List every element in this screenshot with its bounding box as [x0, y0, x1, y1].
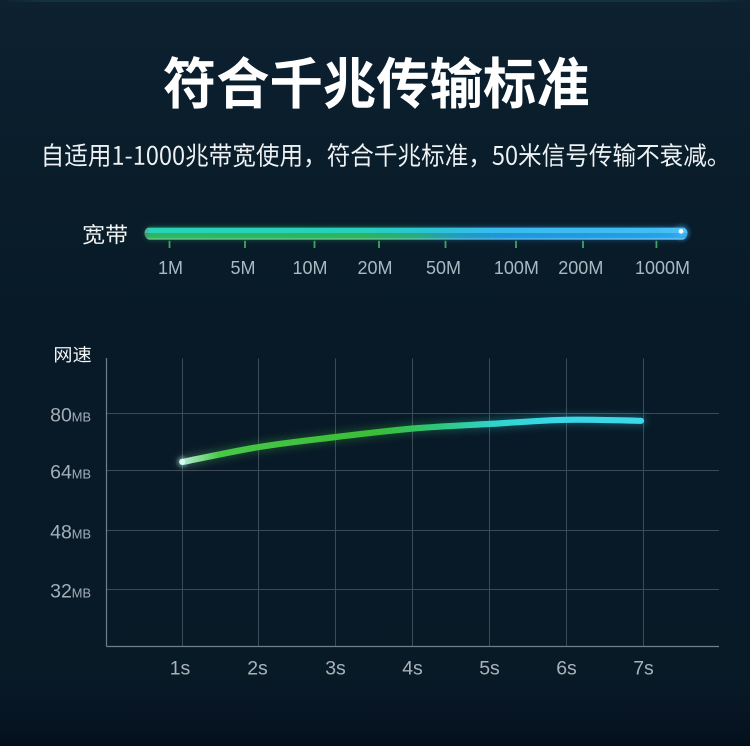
svg-text:6s: 6s [556, 658, 577, 680]
svg-text:32MB: 32MB [50, 580, 91, 602]
svg-text:7s: 7s [633, 658, 654, 680]
svg-text:2s: 2s [247, 658, 268, 680]
svg-text:100M: 100M [494, 258, 539, 278]
svg-text:1M: 1M [158, 258, 183, 278]
svg-text:200M: 200M [558, 258, 603, 278]
svg-text:48MB: 48MB [50, 521, 91, 543]
svg-text:80MB: 80MB [50, 404, 91, 426]
svg-text:5s: 5s [479, 658, 500, 680]
svg-text:1000M: 1000M [635, 258, 690, 278]
svg-text:5M: 5M [230, 258, 255, 278]
svg-text:10M: 10M [292, 258, 327, 278]
svg-text:64MB: 64MB [50, 461, 91, 483]
svg-text:1s: 1s [170, 658, 191, 680]
svg-text:4s: 4s [402, 658, 423, 680]
svg-text:3s: 3s [325, 658, 346, 680]
svg-text:20M: 20M [357, 258, 392, 278]
svg-text:50M: 50M [426, 258, 461, 278]
